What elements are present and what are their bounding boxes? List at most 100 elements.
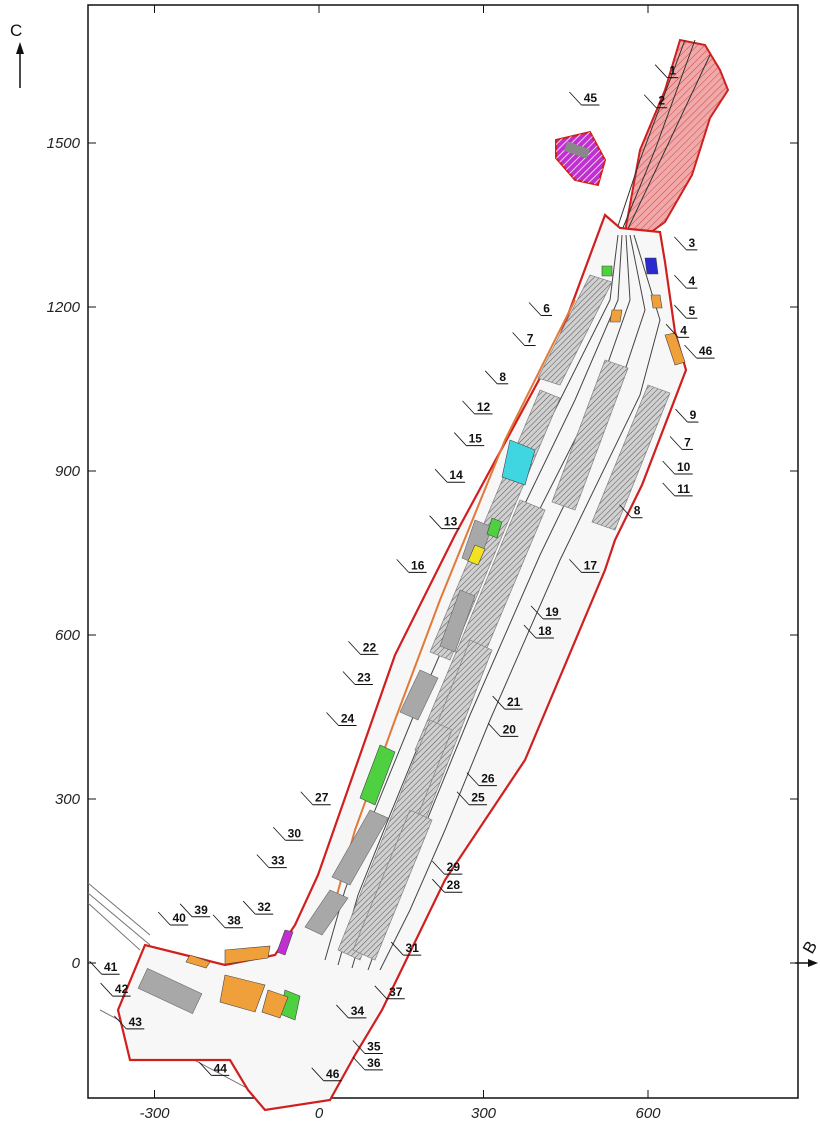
callout-leader bbox=[396, 559, 409, 573]
y-tick-label: 0 bbox=[72, 955, 81, 972]
callout-34: 34 bbox=[336, 1004, 367, 1019]
callout-leader bbox=[429, 515, 442, 529]
callout-leader bbox=[684, 344, 697, 359]
callout-4: 4 bbox=[674, 274, 698, 289]
callout-2: 2 bbox=[643, 94, 668, 109]
callout-leader bbox=[157, 911, 171, 926]
callout-number: 31 bbox=[406, 941, 420, 955]
callout-number: 8 bbox=[499, 370, 506, 384]
callout-leader bbox=[326, 712, 339, 726]
callout-number: 24 bbox=[341, 711, 355, 725]
callout-number: 38 bbox=[227, 914, 241, 928]
callout-leader bbox=[432, 860, 445, 875]
callout-number: 36 bbox=[367, 1056, 381, 1070]
callout-number: 9 bbox=[690, 408, 697, 422]
callout-31: 31 bbox=[390, 941, 422, 956]
callout-7: 7 bbox=[512, 332, 536, 347]
callout-leader bbox=[256, 854, 270, 868]
callout-leader bbox=[662, 482, 675, 497]
callout-8: 8 bbox=[484, 370, 509, 385]
callout-5: 5 bbox=[674, 304, 698, 319]
callout-leader bbox=[212, 914, 226, 929]
callout-43: 43 bbox=[114, 1015, 145, 1030]
callout-37: 37 bbox=[374, 985, 405, 1000]
callout-leader bbox=[674, 236, 687, 251]
callout-number: 16 bbox=[411, 558, 425, 572]
zone-5-orange bbox=[609, 309, 623, 323]
colored-zones bbox=[185, 257, 686, 1021]
x-tick-label: 0 bbox=[315, 1105, 324, 1122]
callout-number: 18 bbox=[538, 624, 552, 638]
callout-number: 35 bbox=[367, 1039, 381, 1053]
callout-4: 4 bbox=[665, 323, 690, 338]
callout-number: 33 bbox=[271, 854, 285, 868]
callout-leader bbox=[466, 772, 480, 786]
north-arrow: С bbox=[10, 21, 24, 88]
callout-leader bbox=[348, 641, 361, 655]
callout-number: 39 bbox=[194, 903, 208, 917]
callout-number: 25 bbox=[471, 791, 485, 805]
callout-leader bbox=[462, 400, 475, 415]
callout-leader bbox=[89, 960, 102, 975]
zone-39-orange bbox=[185, 954, 211, 969]
callout-leader bbox=[352, 1040, 366, 1054]
callout-11: 11 bbox=[662, 482, 693, 497]
callout-29: 29 bbox=[432, 860, 463, 875]
callout-leader bbox=[311, 1067, 325, 1082]
callout-24: 24 bbox=[326, 711, 357, 726]
callout-30: 30 bbox=[273, 826, 304, 841]
callout-21: 21 bbox=[492, 695, 523, 710]
callout-number: 30 bbox=[288, 826, 302, 840]
callout-28: 28 bbox=[432, 878, 463, 893]
y-tick-label: 900 bbox=[55, 463, 81, 480]
callout-17: 17 bbox=[569, 558, 600, 573]
zone-4-orange bbox=[650, 294, 663, 309]
zone-orange-block-2 bbox=[261, 989, 289, 1019]
callout-number: 40 bbox=[172, 911, 186, 925]
callout-46: 46 bbox=[684, 344, 715, 359]
callout-6: 6 bbox=[528, 301, 553, 316]
callout-44: 44 bbox=[199, 1061, 230, 1076]
y-tick-label: 1200 bbox=[47, 299, 81, 316]
zone-12-cyan bbox=[501, 439, 536, 486]
callout-number: 7 bbox=[684, 435, 691, 449]
zone-46-orange bbox=[664, 332, 686, 366]
gray-buildings bbox=[137, 519, 493, 1015]
callout-46: 46 bbox=[311, 1067, 342, 1082]
callout-22: 22 bbox=[348, 640, 379, 655]
callout-leader bbox=[179, 903, 193, 918]
callout-leader bbox=[114, 1015, 127, 1030]
callout-1: 1 bbox=[654, 64, 679, 79]
callout-16: 16 bbox=[396, 558, 427, 573]
callout-number: 46 bbox=[699, 344, 713, 358]
callout-leader bbox=[453, 432, 467, 446]
zone-3-blue bbox=[644, 257, 659, 275]
callout-leader bbox=[665, 324, 679, 338]
callout-number: 28 bbox=[447, 878, 461, 892]
zone-24-green bbox=[359, 744, 396, 806]
callout-number: 29 bbox=[447, 860, 461, 874]
callout-leader bbox=[273, 826, 286, 841]
tick-labels: -300 0 300 600 0 300 600 900 1200 1500 bbox=[47, 135, 662, 1122]
callout-13: 13 bbox=[429, 515, 460, 530]
callout-leader bbox=[390, 941, 404, 956]
callout-12: 12 bbox=[462, 400, 493, 415]
callout-leader bbox=[569, 91, 582, 106]
callout-number: 1 bbox=[669, 64, 676, 78]
callout-number: 14 bbox=[449, 468, 463, 482]
callout-9: 9 bbox=[675, 408, 699, 423]
callout-number: 44 bbox=[214, 1061, 228, 1075]
callout-number: 37 bbox=[389, 985, 403, 999]
callout-leader bbox=[674, 274, 687, 289]
callout-leader bbox=[374, 985, 388, 1000]
callout-leader bbox=[434, 468, 448, 483]
callout-leader bbox=[675, 408, 688, 423]
callout-number: 45 bbox=[584, 91, 598, 105]
callout-leader bbox=[199, 1062, 212, 1076]
callout-leader bbox=[523, 624, 537, 639]
callout-number: 41 bbox=[104, 960, 118, 974]
callout-32: 32 bbox=[242, 900, 274, 915]
callout-number: 7 bbox=[527, 332, 534, 346]
